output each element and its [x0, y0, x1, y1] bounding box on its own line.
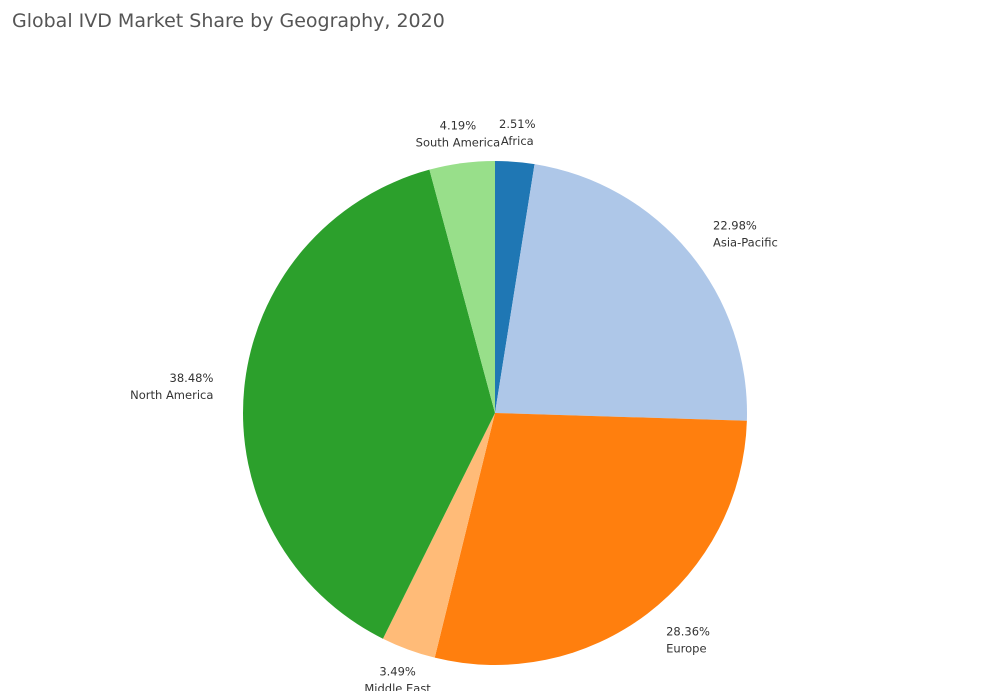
slice-label-africa: 2.51% Africa — [499, 117, 536, 148]
slice-category-label: Middle East — [364, 682, 431, 691]
pie-slice-europe[interactable] — [434, 413, 747, 665]
slice-category-label: Africa — [501, 134, 534, 148]
slice-percent-label: 3.49% — [379, 665, 416, 679]
slice-percent-label: 4.19% — [440, 118, 477, 132]
slice-percent-label: 38.48% — [170, 371, 214, 385]
pie-slice-middle-east[interactable] — [382, 413, 495, 658]
slice-label-south-america: 4.19% South America — [416, 118, 501, 149]
slice-category-label: South America — [416, 135, 501, 149]
pie-slices — [243, 161, 747, 665]
pie-labels: 2.51% Africa 22.98% Asia-Pacific 28.36% Europ… — [130, 117, 778, 691]
slice-percent-label: 2.51% — [499, 117, 536, 131]
slice-percent-label: 22.98% — [713, 219, 757, 233]
slice-percent-label: 28.36% — [666, 624, 710, 638]
slice-label-europe: 28.36% Europe — [666, 624, 710, 655]
chart-title: Global IVD Market Share by Geography, 20… — [12, 10, 445, 32]
pie-slice-south-america[interactable] — [429, 161, 495, 413]
pie-slice-north-america[interactable] — [243, 169, 495, 639]
slice-category-label: Asia-Pacific — [713, 236, 778, 250]
pie-slice-africa[interactable] — [495, 161, 535, 413]
slice-label-asia-pacific: 22.98% Asia-Pacific — [713, 219, 778, 250]
slice-category-label: North America — [130, 388, 213, 402]
pie-slice-asia-pacific[interactable] — [495, 164, 747, 421]
slice-category-label: Europe — [666, 641, 706, 655]
slice-label-north-america: 38.48% North America — [130, 371, 213, 402]
slice-label-middle-east: 3.49% Middle East — [364, 665, 431, 691]
